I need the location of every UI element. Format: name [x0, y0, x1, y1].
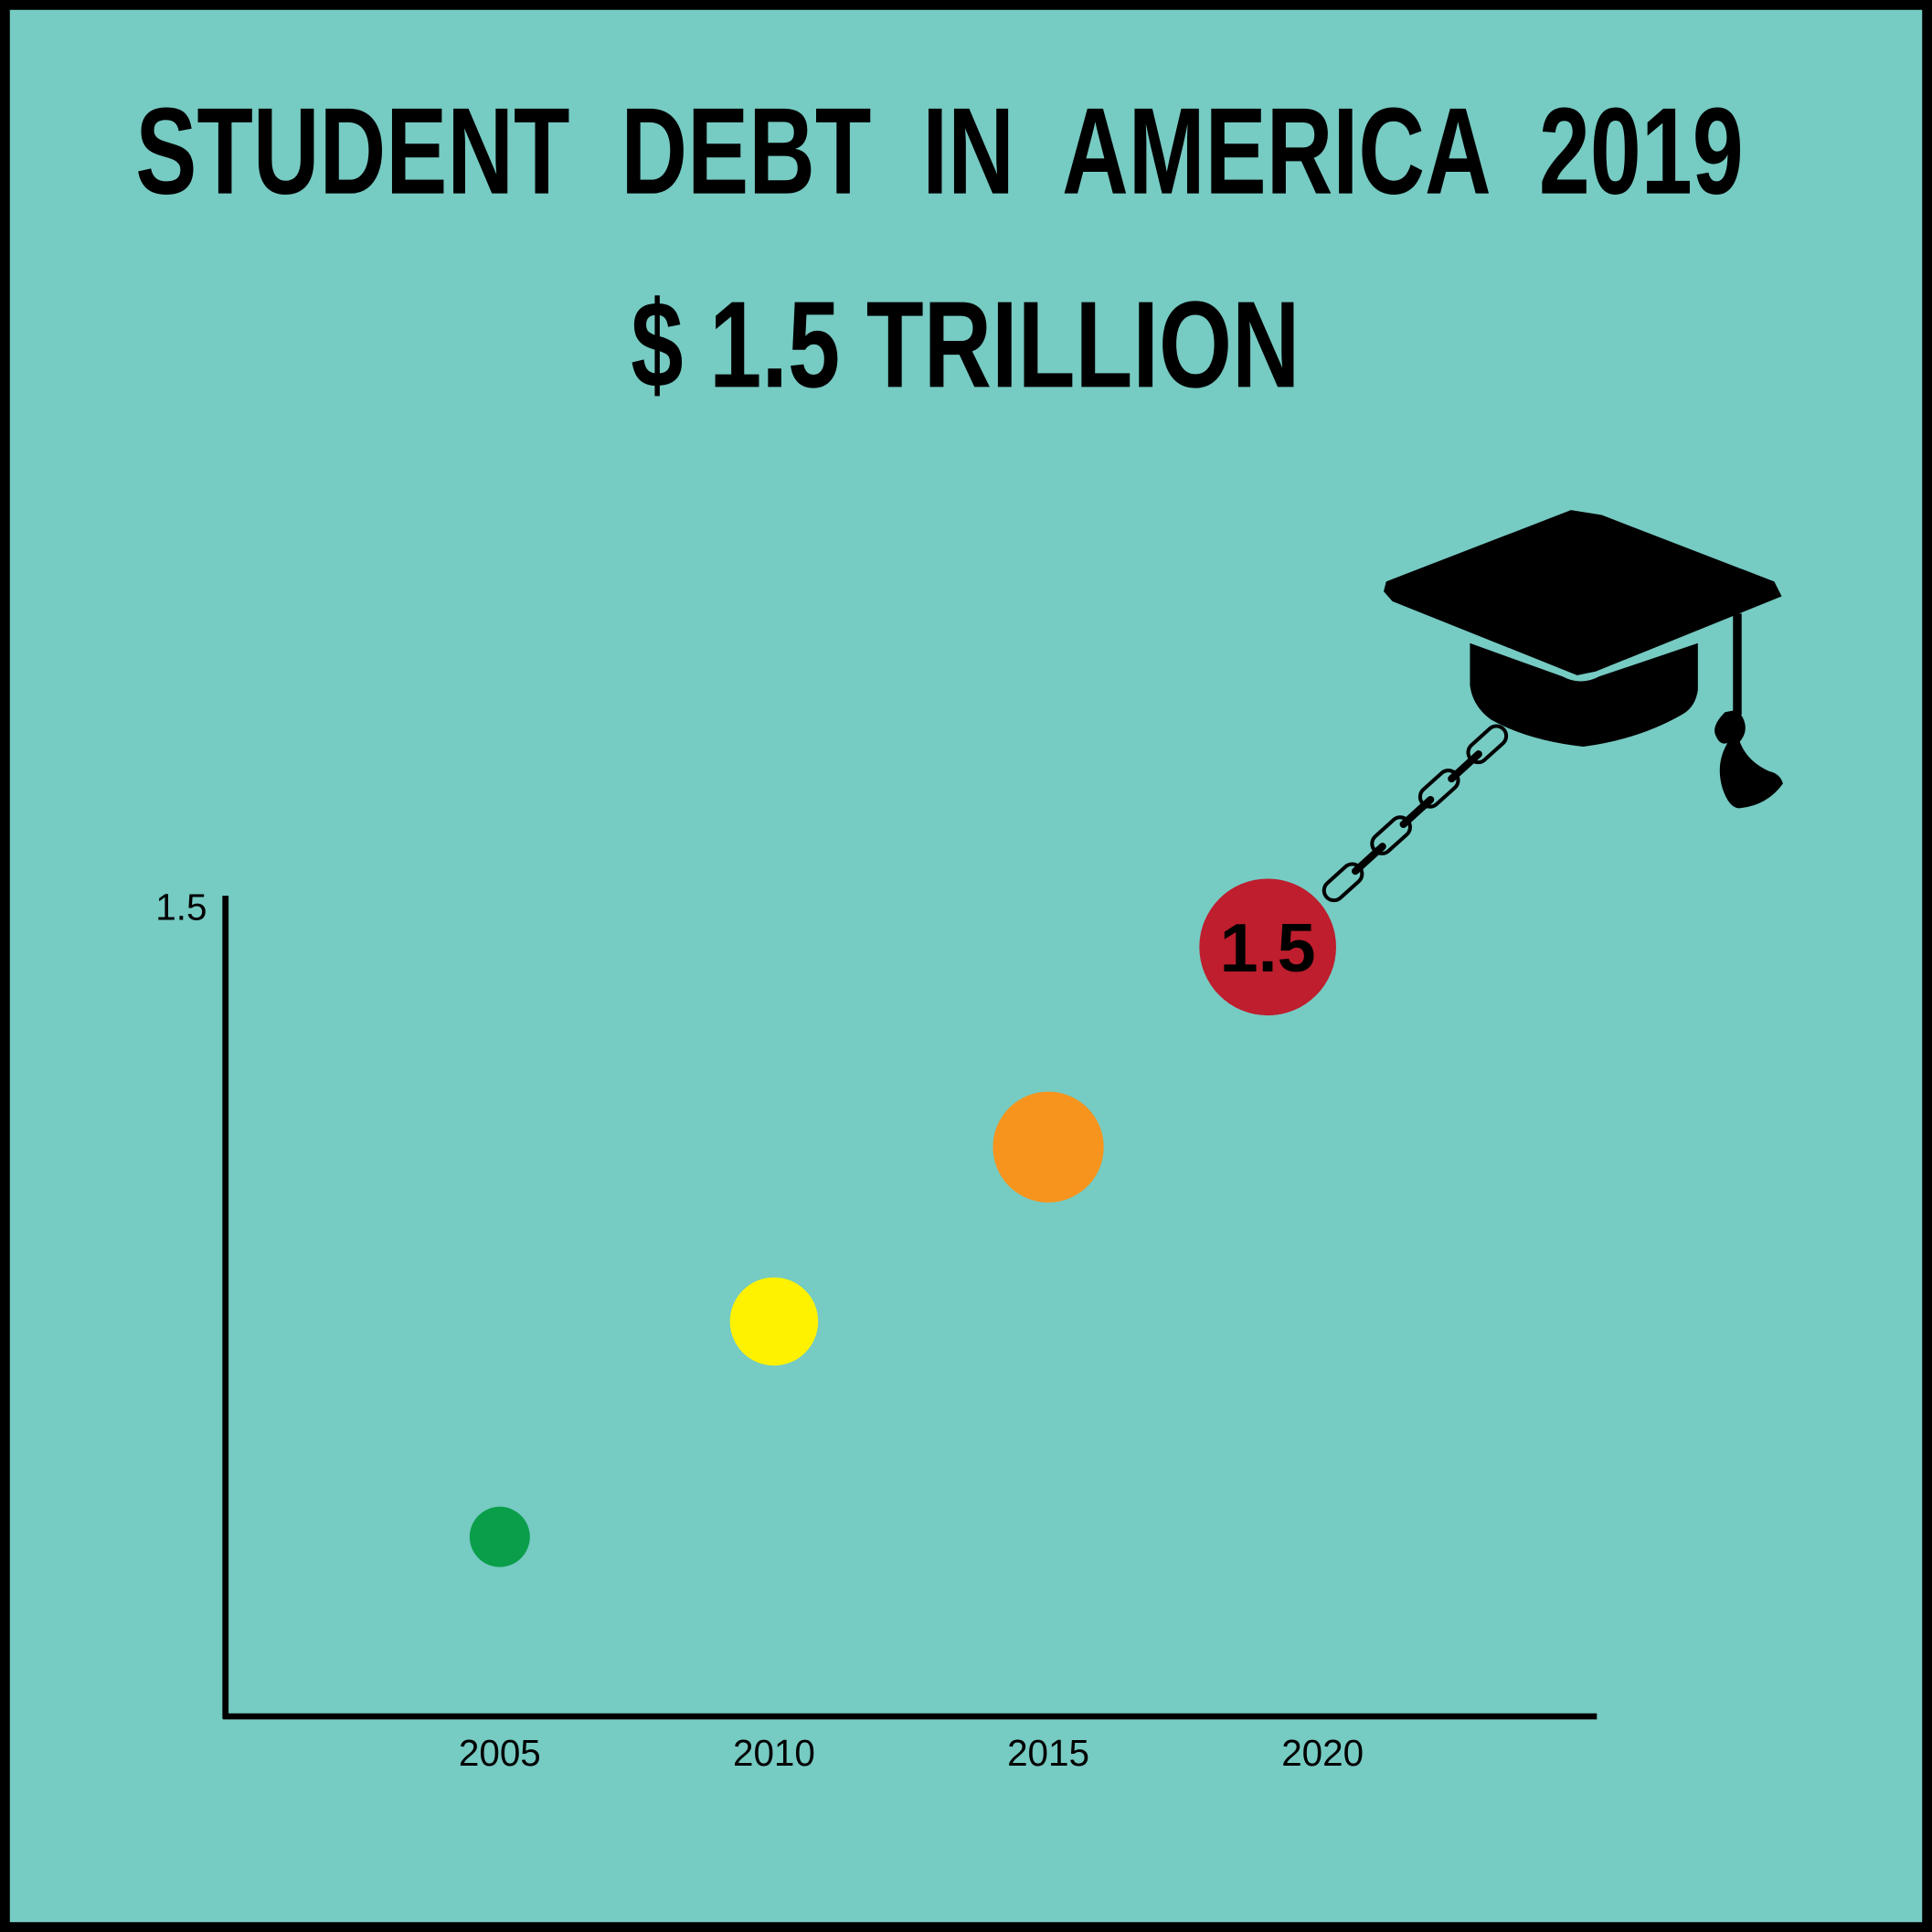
data-point [729, 1277, 819, 1366]
x-tick-label: 2015 [1007, 1732, 1089, 1774]
data-point [1199, 878, 1336, 1016]
x-tick-label: 2020 [1281, 1732, 1364, 1774]
chart-subtitle: $ 1.5 TRILLION [631, 275, 1300, 413]
chart-title: STUDENT DEBT IN AMERICA 2019 [135, 82, 1743, 220]
x-tick-label: 2005 [459, 1732, 541, 1774]
data-label: 1.5 [1220, 909, 1316, 986]
y-tick-label: 1.5 [155, 886, 207, 929]
data-point [993, 1091, 1104, 1203]
x-tick-label: 2010 [733, 1732, 815, 1774]
data-point [469, 1506, 530, 1567]
graduation-cap-icon [1322, 510, 1783, 903]
